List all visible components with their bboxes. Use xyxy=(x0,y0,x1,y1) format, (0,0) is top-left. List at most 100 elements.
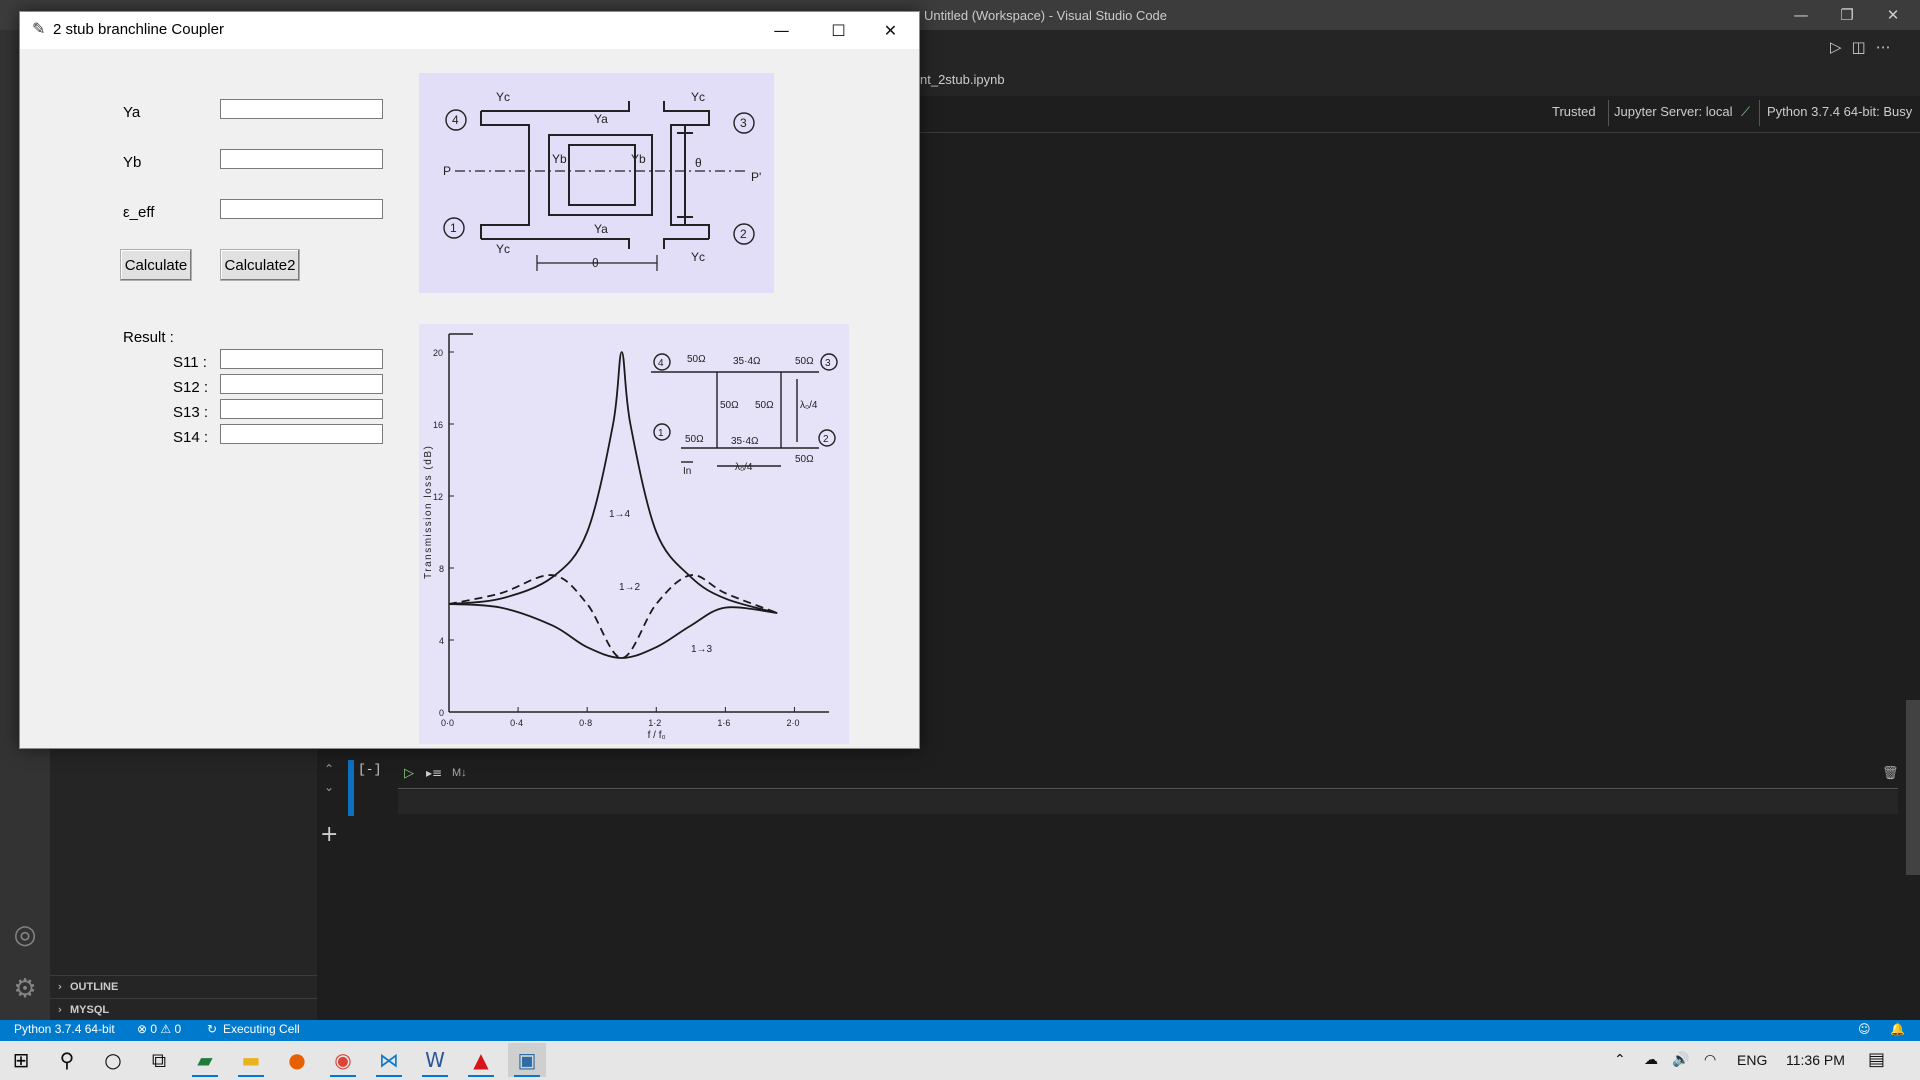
sticky-notes-icon[interactable]: ▰ xyxy=(186,1043,224,1077)
yb-schematic-label: Yb xyxy=(631,152,646,166)
gear-icon[interactable]: ⚙ xyxy=(13,974,37,1004)
schematic-inner-box xyxy=(568,144,636,206)
running-indicator xyxy=(514,1075,540,1077)
task-view-icon[interactable]: ⧉ xyxy=(151,1048,167,1072)
sidebar-section-outline[interactable]: › OUTLINE xyxy=(50,975,317,998)
coupler-schematic-image: 4 3 1 2 Yc Yc Yc Yc Ya Ya Yb Yb θ θ P P' xyxy=(419,73,774,293)
account-icon[interactable]: ◎ xyxy=(13,920,37,950)
feedback-icon[interactable]: ☺ xyxy=(1858,1022,1871,1036)
run-below-icon[interactable]: ▸≡ xyxy=(426,766,443,780)
ya-input[interactable] xyxy=(220,99,383,119)
running-indicator xyxy=(330,1075,356,1077)
calculate-button[interactable]: Calculate xyxy=(120,249,192,281)
schematic-line xyxy=(677,125,693,225)
jupyter-server-status[interactable]: Jupyter Server: local xyxy=(1614,104,1733,119)
inset-impedance-label: 35·4Ω xyxy=(733,356,761,367)
running-indicator xyxy=(376,1075,402,1077)
inset-port-4-circle xyxy=(653,353,671,371)
inset-port-1-circle xyxy=(653,423,671,441)
file-explorer-icon[interactable]: ▬ xyxy=(232,1043,270,1077)
minimize-icon[interactable]: — xyxy=(773,21,790,40)
editor-tab-notebook[interactable]: nt_2stub.ipynb xyxy=(920,72,1005,87)
port-3-circle xyxy=(733,112,755,134)
y-axis-label: Transmission loss (dB) xyxy=(423,445,434,579)
notifications-icon[interactable]: 🔔 xyxy=(1890,1022,1905,1036)
run-all-icon[interactable]: ▷ xyxy=(1830,38,1852,56)
curve-label-1-4: 1→4 xyxy=(609,509,631,520)
more-actions-icon[interactable]: ⋯ xyxy=(1875,38,1901,56)
epsilon-eff-input[interactable] xyxy=(220,199,383,219)
cell-type-toggle[interactable]: M↓ xyxy=(452,767,467,779)
y-tick-label: 12 xyxy=(433,492,443,502)
move-cell-down-icon[interactable]: ⌄ xyxy=(324,780,335,794)
cell-input-area[interactable] xyxy=(398,790,1898,814)
search-icon[interactable]: ⚲ xyxy=(59,1048,75,1072)
add-cell-icon[interactable]: + xyxy=(320,822,339,847)
theta-dimension-label: θ xyxy=(592,256,599,270)
vscode-minimize-icon[interactable]: — xyxy=(1793,6,1809,24)
acrobat-icon[interactable]: ▲ xyxy=(462,1043,500,1077)
ya-schematic-label: Ya xyxy=(594,222,608,236)
inset-wavelength-label: λ₀/4 xyxy=(735,462,753,473)
s12-output[interactable] xyxy=(220,374,383,394)
close-icon[interactable]: ✕ xyxy=(883,21,898,40)
yb-schematic-label: Yb xyxy=(552,152,567,166)
problems-indicator[interactable]: ⊗ 0 ⚠ 0 xyxy=(137,1022,182,1036)
vscode-restore-icon[interactable]: ❐ xyxy=(1840,6,1854,24)
language-indicator[interactable]: ENG xyxy=(1737,1052,1768,1068)
wifi-icon[interactable]: ◠ xyxy=(1704,1052,1717,1068)
schematic-inner-box xyxy=(548,134,653,216)
app-title-bar xyxy=(20,12,919,49)
python-tk-icon[interactable]: ▣ xyxy=(508,1043,546,1077)
volume-icon[interactable]: 🔊 xyxy=(1672,1052,1690,1068)
s14-output[interactable] xyxy=(220,424,383,444)
maximize-icon[interactable]: ☐ xyxy=(831,21,846,40)
clock[interactable]: 11:36 PM xyxy=(1786,1052,1845,1068)
cortana-icon[interactable]: ○ xyxy=(104,1048,122,1072)
split-editor-icon[interactable]: ◫ xyxy=(1851,38,1876,56)
ya-label: Ya xyxy=(123,104,141,121)
running-indicator xyxy=(468,1075,494,1077)
tray-overflow-icon[interactable]: ⌃ xyxy=(1614,1052,1626,1068)
coupler-schematic: 4 3 1 2 Yc Yc Yc Yc Ya Ya Yb Yb θ θ P P' xyxy=(443,90,761,271)
port-3-label: 3 xyxy=(740,116,747,130)
sidebar-section-mysql[interactable]: › MYSQL xyxy=(50,998,317,1021)
running-indicator xyxy=(192,1075,218,1077)
s11-output[interactable] xyxy=(220,349,383,369)
kernel-status[interactable]: Python 3.7.4 64-bit: Busy xyxy=(1767,104,1913,119)
inset-impedance-label: 50Ω xyxy=(755,400,774,411)
cell-selection-bar xyxy=(348,760,354,816)
server-connected-icon: ⟋ xyxy=(1741,104,1751,119)
s11-label: S11 : xyxy=(173,354,207,371)
yb-input[interactable] xyxy=(220,149,383,169)
move-cell-up-icon[interactable]: ⌃ xyxy=(324,762,335,776)
chrome-icon[interactable]: ◉ xyxy=(324,1043,362,1077)
vscode-icon[interactable]: ⋈ xyxy=(370,1043,408,1077)
port-4-label: 4 xyxy=(452,113,459,127)
s13-output[interactable] xyxy=(220,399,383,419)
inset-impedance-label: 50Ω xyxy=(795,356,814,367)
x-tick-label: 1·6 xyxy=(717,718,730,728)
python-interpreter[interactable]: Python 3.7.4 64-bit xyxy=(14,1022,115,1036)
divider xyxy=(1608,100,1609,126)
delete-cell-icon[interactable]: 🗑 xyxy=(1882,766,1899,781)
vscode-close-icon[interactable]: ✕ xyxy=(1886,6,1900,24)
running-indicator xyxy=(422,1075,448,1077)
calculate2-button[interactable]: Calculate2 xyxy=(220,249,300,281)
onedrive-icon[interactable]: ☁ xyxy=(1644,1052,1658,1068)
action-center-icon[interactable]: ▤ xyxy=(1868,1049,1886,1070)
trusted-status[interactable]: Trusted xyxy=(1552,104,1596,119)
inset-impedance-label: 50Ω xyxy=(685,434,704,445)
editor-scrollbar[interactable] xyxy=(1906,700,1920,875)
windows-start-icon[interactable]: ⊞ xyxy=(12,1048,30,1072)
result-label: Result : xyxy=(123,329,174,346)
y-tick-label: 4 xyxy=(439,636,444,646)
run-cell-icon[interactable]: ▷ xyxy=(404,766,414,781)
vscode-window-title: Untitled (Workspace) - Visual Studio Cod… xyxy=(924,8,1168,23)
word-icon[interactable]: W xyxy=(416,1043,454,1077)
coupler-app-window: ✎ 2 stub branchline Coupler — ☐ ✕ Ya Yb … xyxy=(19,11,920,749)
p-prime-label: P' xyxy=(751,170,761,184)
firefox-icon[interactable]: ● xyxy=(288,1048,306,1072)
s13-label: S13 : xyxy=(173,404,209,421)
series-line-2 xyxy=(448,574,778,659)
